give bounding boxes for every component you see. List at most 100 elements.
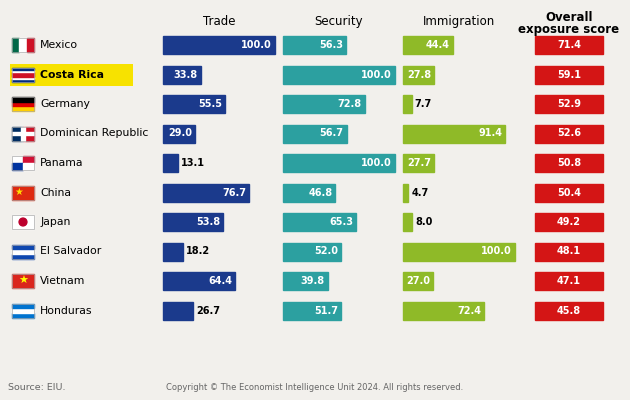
Bar: [12, 97, 34, 102]
Bar: [10, 64, 133, 86]
Text: 26.7: 26.7: [196, 306, 220, 316]
Text: 13.1: 13.1: [181, 158, 205, 168]
Bar: [12, 132, 34, 135]
Text: 47.1: 47.1: [557, 276, 581, 286]
Bar: [283, 272, 328, 290]
Text: 76.7: 76.7: [222, 188, 246, 198]
Text: 8.0: 8.0: [415, 217, 432, 227]
Bar: [403, 154, 434, 172]
Bar: [403, 95, 411, 113]
Bar: [283, 154, 395, 172]
Text: 52.9: 52.9: [557, 99, 581, 109]
Text: Japan: Japan: [40, 217, 71, 227]
Bar: [23, 163, 34, 170]
Bar: [12, 156, 34, 170]
Bar: [12, 186, 34, 200]
Bar: [403, 124, 505, 142]
Bar: [12, 274, 34, 288]
Text: 50.8: 50.8: [557, 158, 581, 168]
Bar: [403, 302, 484, 320]
Text: 53.8: 53.8: [196, 217, 220, 227]
Bar: [12, 163, 23, 170]
Bar: [163, 124, 195, 142]
Bar: [12, 308, 34, 313]
Text: ★: ★: [18, 276, 28, 286]
Text: 71.4: 71.4: [557, 40, 581, 50]
Text: 29.0: 29.0: [168, 128, 193, 138]
Bar: [12, 304, 34, 318]
Bar: [21, 126, 25, 140]
Text: 100.0: 100.0: [481, 246, 512, 256]
Bar: [283, 184, 335, 202]
Text: 52.6: 52.6: [557, 128, 581, 138]
Bar: [12, 126, 23, 134]
Bar: [283, 302, 341, 320]
Bar: [12, 304, 34, 308]
Text: 51.7: 51.7: [314, 306, 338, 316]
Bar: [535, 184, 603, 202]
Bar: [12, 106, 34, 111]
Bar: [26, 38, 34, 52]
Bar: [283, 66, 395, 84]
Bar: [163, 154, 178, 172]
Text: 33.8: 33.8: [174, 70, 198, 80]
Text: Source: EIU.: Source: EIU.: [8, 383, 66, 392]
Text: 44.4: 44.4: [426, 40, 450, 50]
Text: Panama: Panama: [40, 158, 84, 168]
Text: 56.7: 56.7: [319, 128, 343, 138]
Text: exposure score: exposure score: [518, 23, 619, 36]
Bar: [535, 66, 603, 84]
Bar: [12, 38, 20, 52]
Bar: [163, 36, 275, 54]
Bar: [23, 126, 34, 134]
Text: 50.4: 50.4: [557, 188, 581, 198]
Text: Immigration: Immigration: [423, 15, 495, 28]
Circle shape: [19, 218, 27, 226]
Bar: [535, 95, 603, 113]
Bar: [163, 302, 193, 320]
Bar: [12, 156, 23, 163]
Text: 72.8: 72.8: [338, 99, 362, 109]
Bar: [403, 272, 433, 290]
Bar: [12, 70, 34, 72]
Bar: [12, 215, 34, 229]
Bar: [12, 134, 23, 140]
Text: 55.5: 55.5: [198, 99, 222, 109]
Bar: [12, 68, 34, 70]
Bar: [20, 38, 26, 52]
Bar: [283, 95, 365, 113]
Bar: [283, 36, 346, 54]
Bar: [12, 38, 34, 52]
Bar: [283, 242, 341, 260]
Bar: [12, 77, 34, 79]
Bar: [403, 213, 412, 231]
Bar: [163, 242, 183, 260]
Text: 27.0: 27.0: [406, 276, 430, 286]
Text: Costa Rica: Costa Rica: [40, 70, 104, 80]
Bar: [12, 97, 34, 111]
Text: 72.4: 72.4: [457, 306, 481, 316]
Text: 46.8: 46.8: [308, 188, 333, 198]
Bar: [163, 272, 235, 290]
Text: 27.8: 27.8: [407, 70, 431, 80]
Bar: [12, 186, 34, 200]
Bar: [23, 156, 34, 163]
Bar: [163, 184, 249, 202]
Bar: [535, 272, 603, 290]
Text: 59.1: 59.1: [557, 70, 581, 80]
Bar: [535, 242, 603, 260]
Text: 7.7: 7.7: [415, 99, 432, 109]
Text: 100.0: 100.0: [361, 70, 392, 80]
Bar: [12, 254, 34, 258]
Text: Vietnam: Vietnam: [40, 276, 86, 286]
Text: 91.4: 91.4: [478, 128, 502, 138]
Text: 65.3: 65.3: [329, 217, 353, 227]
Bar: [12, 244, 34, 249]
Bar: [12, 244, 34, 258]
Bar: [535, 36, 603, 54]
Bar: [535, 154, 603, 172]
Text: Copyright © The Economist Intelligence Unit 2024. All rights reserved.: Copyright © The Economist Intelligence U…: [166, 383, 464, 392]
Bar: [12, 68, 34, 82]
Bar: [283, 213, 356, 231]
Bar: [535, 213, 603, 231]
